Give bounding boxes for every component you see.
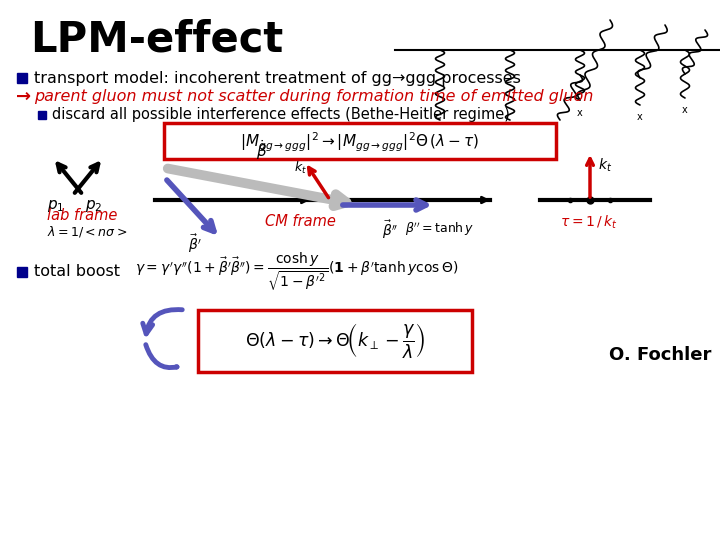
Text: $|M_{gg\rightarrow ggg}|^2 \rightarrow |M_{gg\rightarrow ggg}|^2 \Theta\,(\lambd: $|M_{gg\rightarrow ggg}|^2 \rightarrow |… <box>240 130 480 154</box>
Text: discard all possible interference effects (Bethe-Heitler regime): discard all possible interference effect… <box>52 107 510 123</box>
Text: x: x <box>507 128 513 138</box>
Text: O. Fochler: O. Fochler <box>609 346 711 364</box>
Text: $p_1$: $p_1$ <box>47 198 65 214</box>
Text: $\lambda = 1/ < n\sigma >$: $\lambda = 1/ < n\sigma >$ <box>47 224 127 239</box>
Text: →: → <box>16 88 31 106</box>
Text: $k_t$: $k_t$ <box>294 160 307 176</box>
Text: $\dot{\beta}$: $\dot{\beta}$ <box>256 138 268 162</box>
Text: $\Theta(\lambda - \tau) \rightarrow \Theta\!\left(k_\perp - \dfrac{\gamma}{\lamb: $\Theta(\lambda - \tau) \rightarrow \The… <box>245 321 426 361</box>
Text: $\gamma = \gamma^\prime\gamma^{\prime\prime}(1+\vec{\beta}^\prime\vec{\beta}^{\p: $\gamma = \gamma^\prime\gamma^{\prime\pr… <box>135 251 458 293</box>
Text: CM frame: CM frame <box>264 214 336 229</box>
Text: parent gluon must not scatter during formation time of emitted gluon: parent gluon must not scatter during for… <box>34 90 593 105</box>
Text: x: x <box>577 108 583 118</box>
Text: transport model: incoherent treatment of gg→ggg processes: transport model: incoherent treatment of… <box>34 71 521 85</box>
Text: $\beta'' = \tanh y$: $\beta'' = \tanh y$ <box>405 220 474 238</box>
Text: LPM-effect: LPM-effect <box>30 19 283 61</box>
Text: x: x <box>682 105 688 115</box>
Text: x: x <box>437 128 443 138</box>
Text: $p_2$: $p_2$ <box>85 198 102 214</box>
Text: $k_t$: $k_t$ <box>598 157 612 174</box>
Text: total boost: total boost <box>34 265 120 280</box>
Text: $\vec{\beta}''$: $\vec{\beta}''$ <box>382 218 398 241</box>
Text: $\tau = 1\,/\,k_t$: $\tau = 1\,/\,k_t$ <box>560 214 618 232</box>
FancyBboxPatch shape <box>164 123 556 159</box>
FancyBboxPatch shape <box>198 310 472 372</box>
Text: lab frame: lab frame <box>47 208 117 223</box>
Text: x: x <box>637 112 643 122</box>
Text: $\vec{\beta}'$: $\vec{\beta}'$ <box>188 232 202 255</box>
